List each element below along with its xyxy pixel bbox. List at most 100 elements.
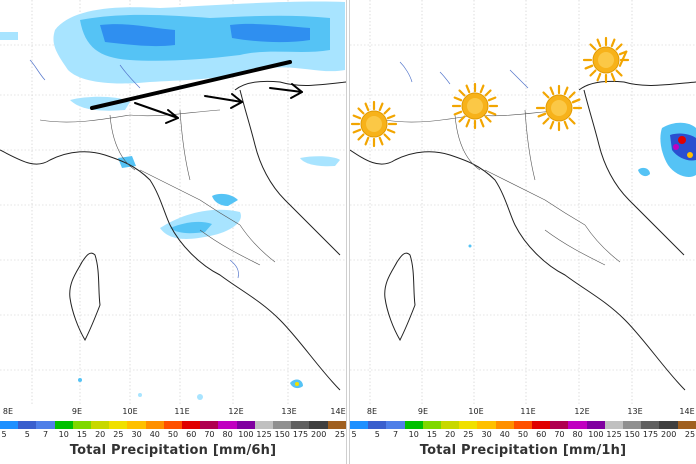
longitude-tick: 12E — [574, 407, 590, 416]
longitude-tick: 8E — [366, 407, 378, 416]
color-scale-swatch — [641, 421, 660, 429]
color-scale-swatch — [218, 421, 237, 429]
longitude-tick: 10E — [468, 407, 484, 416]
color-scale-label: 125 — [256, 430, 272, 439]
color-scale-label: 200 — [661, 430, 677, 439]
longitude-tick: 13E — [627, 407, 643, 416]
color-scale-label: 15 — [76, 430, 88, 439]
color-scale-swatch — [386, 421, 405, 429]
color-scale-swatch — [0, 421, 19, 429]
color-scale-swatch — [273, 421, 292, 429]
color-scale-swatch — [368, 421, 387, 429]
color-scale-swatch — [18, 421, 37, 429]
color-scale-swatch — [327, 421, 346, 429]
color-scale-swatch — [91, 421, 110, 429]
color-scale-swatch — [513, 421, 533, 429]
color-scale-label: 125 — [606, 430, 622, 439]
color-scale-swatch — [163, 421, 183, 429]
longitude-tick: 12E — [228, 407, 244, 416]
color-scale-label: 50 — [517, 430, 529, 439]
color-scale-label: 5 — [374, 430, 380, 439]
color-scale-label: 100 — [588, 430, 604, 439]
color-scale-labels: 5 5 7 10 15 20 25 30 40 50 60 70 80 100 125 150 175 200 25 — [350, 430, 696, 439]
color-scale-label: 60 — [186, 430, 197, 439]
color-scale-label: 25 — [463, 430, 474, 439]
color-scale-swatch — [350, 421, 369, 429]
color-scale-label: 20 — [445, 430, 456, 439]
precipitation-map-right — [350, 0, 696, 405]
color-scale-label: 100 — [238, 430, 254, 439]
lakes-rivers — [399, 61, 529, 89]
color-scale-label: 70 — [204, 430, 215, 439]
precipitation-map-left — [0, 0, 346, 405]
lakes-rivers — [29, 59, 239, 279]
longitude-tick: 8E — [2, 407, 14, 416]
longitude-tick: 13E — [281, 407, 297, 416]
color-scale-swatch — [200, 421, 219, 429]
sun-icon — [350, 100, 398, 148]
color-scale-swatch — [404, 421, 423, 429]
precipitation-field — [0, 1, 345, 400]
color-scale-label: 200 — [311, 430, 327, 439]
sun-icon — [451, 82, 499, 130]
longitude-tick: 9E — [71, 407, 83, 416]
color-scale-label: 7 — [42, 430, 49, 439]
color-scale-swatch — [568, 421, 587, 429]
color-scale-label: 80 — [222, 430, 233, 439]
arrow-icon — [134, 102, 179, 124]
color-scale-label: 5 — [351, 430, 357, 439]
color-scale-bar — [0, 421, 346, 429]
coastlines — [0, 80, 346, 391]
color-scale-swatch — [495, 421, 514, 429]
color-scale-swatch — [309, 421, 328, 429]
color-scale-label: 40 — [149, 430, 160, 439]
arrow-icon — [269, 83, 303, 99]
color-scale-swatch — [54, 421, 73, 429]
color-scale-swatch — [422, 421, 442, 429]
precipitation-color-scale: 5 5 7 10 15 20 25 30 40 50 60 70 80 100 125 150 175 200 25 — [0, 421, 346, 439]
color-scale-label: 25 — [684, 430, 696, 439]
longitude-tick: 14E — [679, 407, 695, 416]
legend-title: Total Precipitation [mm/1h] — [419, 443, 627, 458]
color-scale-label: 10 — [58, 430, 69, 439]
color-scale-label: 30 — [481, 430, 492, 439]
color-scale-swatch — [677, 421, 696, 429]
color-scale-label: 50 — [167, 430, 179, 439]
color-scale-label: 5 — [1, 430, 7, 439]
panel-divider — [346, 0, 350, 464]
color-scale-swatch — [36, 421, 55, 429]
color-scale-swatch — [236, 421, 255, 429]
color-scale-swatch — [441, 421, 460, 429]
color-scale-swatch — [550, 421, 569, 429]
color-scale-label: 150 — [274, 430, 290, 439]
color-scale-label: 30 — [131, 430, 142, 439]
color-scale-swatch — [127, 421, 146, 429]
regional-borders — [384, 109, 621, 266]
color-scale-label: 10 — [408, 430, 419, 439]
regional-borders — [39, 109, 276, 266]
frontal-line — [90, 60, 292, 110]
coastlines — [350, 80, 696, 391]
color-scale-swatch — [291, 421, 310, 429]
color-scale-label: 15 — [426, 430, 438, 439]
sun-icon — [582, 36, 630, 84]
longitude-axis: 8E 9E 10E 11E 12E 13E 14E — [350, 406, 696, 420]
color-scale-swatch — [254, 421, 274, 429]
longitude-tick: 9E — [417, 407, 429, 416]
longitude-tick: 14E — [330, 407, 346, 416]
color-scale-label: 70 — [554, 430, 565, 439]
precipitation-field — [468, 122, 696, 248]
color-scale-swatch — [659, 421, 678, 429]
color-scale-swatch — [477, 421, 496, 429]
lat-lon-grid — [350, 0, 696, 405]
color-scale-label: 5 — [24, 430, 30, 439]
color-scale-bar — [350, 421, 696, 429]
longitude-tick: 11E — [520, 407, 536, 416]
color-scale-swatch — [532, 421, 551, 429]
color-scale-swatch — [604, 421, 624, 429]
color-scale-swatch — [459, 421, 478, 429]
color-scale-swatch — [109, 421, 128, 429]
sun-icon — [535, 84, 583, 132]
legend-title: Total Precipitation [mm/6h] — [69, 443, 277, 458]
color-scale-swatch — [145, 421, 164, 429]
